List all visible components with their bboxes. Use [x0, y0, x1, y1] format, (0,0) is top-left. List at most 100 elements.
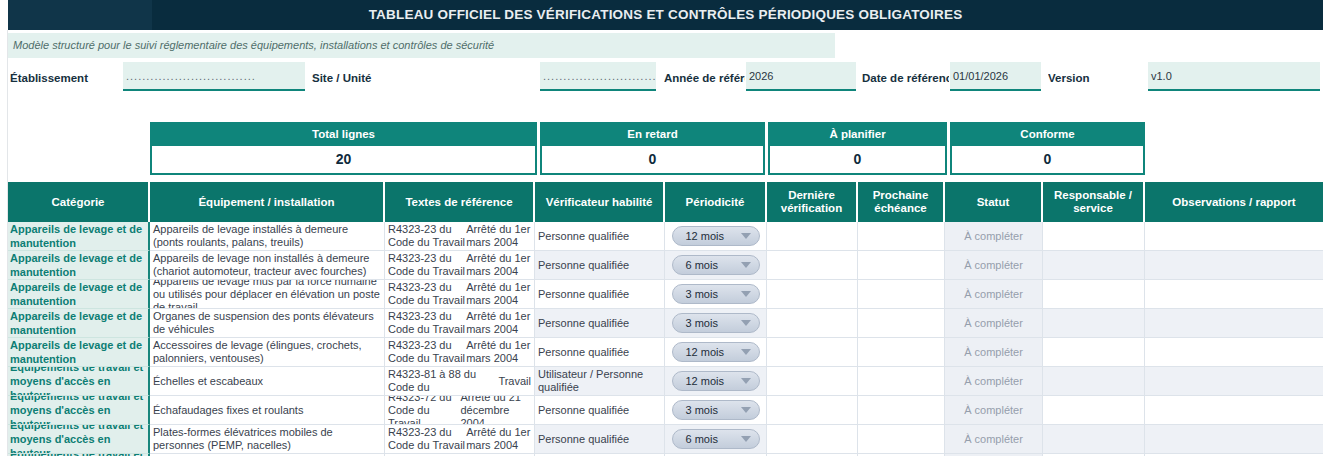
cell-equipment[interactable]: Accessoires de levage (élingues, crochet… — [150, 338, 385, 367]
cell-textes-reference[interactable]: R4323-23 du Code du TravailArrêté du 1er… — [385, 222, 535, 251]
cell-textes-reference[interactable]: R4323-23 du Code du TravailArrêté du 1er… — [385, 251, 535, 280]
table-row: Appareils de levage et de manutention Ap… — [8, 251, 1323, 280]
cell-derniere-verification[interactable] — [767, 251, 858, 280]
cell-textes-reference[interactable]: R4323-23 du Code du TravailArrêté du 1er… — [385, 338, 535, 367]
header-verificateur: Vérificateur habilité — [535, 182, 665, 222]
cell-derniere-verification[interactable] — [767, 367, 858, 396]
cell-prochaine-echeance[interactable] — [858, 338, 945, 367]
periodicite-dropdown[interactable]: 3 mois — [672, 400, 760, 420]
cell-derniere-verification[interactable] — [767, 309, 858, 338]
cell-statut[interactable]: À compléter — [945, 338, 1043, 367]
cell-statut[interactable]: À compléter — [945, 251, 1043, 280]
cell-category[interactable]: Équipements de travail et moyens d'accès… — [8, 425, 150, 454]
cell-equipment[interactable]: Plates-formes élévatrices mobiles de per… — [150, 425, 385, 454]
cell-observations[interactable] — [1145, 425, 1323, 454]
periodicite-dropdown[interactable]: 12 mois — [672, 342, 760, 362]
cell-observations[interactable] — [1145, 222, 1323, 251]
cell-prochaine-echeance[interactable] — [858, 222, 945, 251]
cell-verificateur[interactable]: Personne qualifiée — [535, 396, 665, 425]
cell-equipment[interactable]: Appareils de levage mus par la force hum… — [150, 280, 385, 309]
cell-statut[interactable]: À compléter — [945, 396, 1043, 425]
cell-textes-reference[interactable]: R4323-23 du Code du TravailArrêté du 1er… — [385, 425, 535, 454]
periodicite-dropdown[interactable]: 12 mois — [672, 371, 760, 391]
periodicite-dropdown-cell[interactable]: 12 mois — [665, 367, 767, 396]
cell-observations[interactable] — [1145, 309, 1323, 338]
cell-equipment[interactable]: Échelles et escabeaux — [150, 367, 385, 396]
cell-prochaine-echeance[interactable] — [858, 425, 945, 454]
cell-prochaine-echeance[interactable] — [858, 396, 945, 425]
cell-equipment[interactable]: Appareils de levage installés à demeure … — [150, 222, 385, 251]
periodicite-dropdown[interactable]: 6 mois — [672, 255, 760, 275]
cell-derniere-verification[interactable] — [767, 396, 858, 425]
cell-derniere-verification[interactable] — [767, 280, 858, 309]
cell-responsable[interactable] — [1043, 251, 1145, 280]
cell-verificateur[interactable]: Personne qualifiée — [535, 309, 665, 338]
cell-responsable[interactable] — [1043, 280, 1145, 309]
cell-statut[interactable]: À compléter — [945, 309, 1043, 338]
cell-derniere-verification[interactable] — [767, 425, 858, 454]
cell-equipment[interactable]: Organes de suspension des ponts élévateu… — [150, 309, 385, 338]
periodicite-dropdown-cell[interactable]: 3 mois — [665, 396, 767, 425]
cell-responsable[interactable] — [1043, 367, 1145, 396]
field-value-version[interactable]: v1.0 — [1148, 62, 1320, 91]
cell-observations[interactable] — [1145, 338, 1323, 367]
cell-derniere-verification[interactable] — [767, 222, 858, 251]
cell-textes-reference[interactable]: R4323-72 du Code du TravailArrêté du 21 … — [385, 396, 535, 425]
periodicite-dropdown[interactable]: 6 mois — [672, 429, 760, 449]
table-row: Équipements de travail et moyens d'accès… — [8, 425, 1323, 454]
field-value-annee-reference[interactable]: 2026 — [746, 62, 856, 91]
cell-textes-reference[interactable]: R4323-81 à 88 du Code duTravail — [385, 367, 535, 396]
cell-prochaine-echeance[interactable] — [858, 280, 945, 309]
cell-equipment[interactable]: Échafaudages fixes et roulants — [150, 396, 385, 425]
cell-statut[interactable]: À compléter — [945, 280, 1043, 309]
cell-verificateur[interactable]: Personne qualifiée — [535, 251, 665, 280]
cell-responsable[interactable] — [1043, 338, 1145, 367]
cell-observations[interactable] — [1145, 251, 1323, 280]
cell-verificateur[interactable]: Personne qualifiée — [535, 338, 665, 367]
periodicite-dropdown-cell[interactable]: 6 mois — [665, 425, 767, 454]
cell-observations[interactable] — [1145, 367, 1323, 396]
cell-responsable[interactable] — [1043, 309, 1145, 338]
field-value-site-unite[interactable]: ................................ — [540, 62, 656, 91]
cell-prochaine-echeance[interactable] — [858, 309, 945, 338]
periodicite-dropdown-cell[interactable]: 6 mois — [665, 251, 767, 280]
table-body: Appareils de levage et de manutention Ap… — [8, 222, 1323, 456]
chevron-down-icon — [741, 378, 751, 384]
field-value-date-reference[interactable]: 01/01/2026 — [950, 62, 1041, 91]
field-label-version: Version — [1048, 64, 1143, 93]
periodicite-dropdown-cell[interactable]: 12 mois — [665, 222, 767, 251]
field-value-etablissement[interactable]: ................................ — [123, 62, 305, 91]
cell-category[interactable]: Équipements de travail et moyens d'accès… — [8, 367, 150, 396]
cell-textes-reference[interactable]: R4323-23 du Code du TravailArrêté du 1er… — [385, 309, 535, 338]
periodicite-dropdown[interactable]: 12 mois — [672, 226, 760, 246]
cell-statut[interactable]: À compléter — [945, 222, 1043, 251]
periodicite-dropdown[interactable]: 3 mois — [672, 313, 760, 333]
cell-statut[interactable]: À compléter — [945, 367, 1043, 396]
cell-statut[interactable]: À compléter — [945, 425, 1043, 454]
cell-category[interactable]: Appareils de levage et de manutention — [8, 222, 150, 251]
cell-verificateur[interactable]: Personne qualifiée — [535, 425, 665, 454]
periodicite-dropdown-cell[interactable]: 3 mois — [665, 280, 767, 309]
cell-observations[interactable] — [1145, 280, 1323, 309]
summary-conforme: Conforme 0 — [950, 122, 1145, 175]
cell-responsable[interactable] — [1043, 425, 1145, 454]
cell-responsable[interactable] — [1043, 396, 1145, 425]
cell-category[interactable]: Appareils de levage et de manutention — [8, 338, 150, 367]
cell-verificateur[interactable]: Personne qualifiée — [535, 280, 665, 309]
cell-derniere-verification[interactable] — [767, 338, 858, 367]
cell-category[interactable]: Équipements de travail et moyens d'accès… — [8, 396, 150, 425]
periodicite-dropdown-cell[interactable]: 12 mois — [665, 338, 767, 367]
cell-textes-reference[interactable]: R4323-23 du Code du TravailArrêté du 1er… — [385, 280, 535, 309]
cell-observations[interactable] — [1145, 396, 1323, 425]
cell-category[interactable]: Appareils de levage et de manutention — [8, 280, 150, 309]
cell-responsable[interactable] — [1043, 222, 1145, 251]
cell-prochaine-echeance[interactable] — [858, 251, 945, 280]
cell-verificateur[interactable]: Personne qualifiée — [535, 222, 665, 251]
periodicite-dropdown[interactable]: 3 mois — [672, 284, 760, 304]
cell-category[interactable]: Appareils de levage et de manutention — [8, 309, 150, 338]
cell-category[interactable]: Appareils de levage et de manutention — [8, 251, 150, 280]
cell-prochaine-echeance[interactable] — [858, 367, 945, 396]
periodicite-dropdown-cell[interactable]: 3 mois — [665, 309, 767, 338]
cell-equipment[interactable]: Appareils de levage non installés à deme… — [150, 251, 385, 280]
cell-verificateur[interactable]: Utilisateur / Personne qualifiée — [535, 367, 665, 396]
